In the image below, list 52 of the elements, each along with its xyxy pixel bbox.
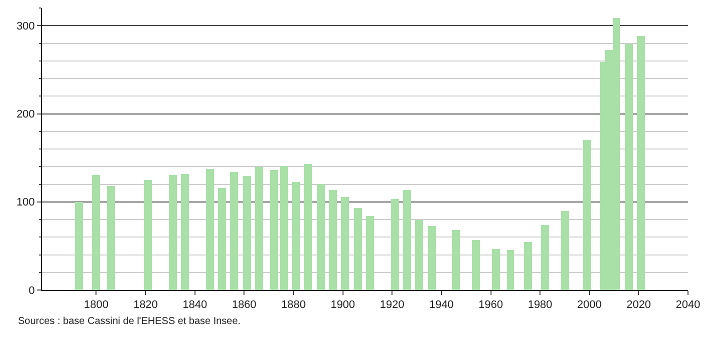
bar (75, 202, 83, 290)
source-note: Sources : base Cassini de l'EHESS et base Insee. (18, 316, 241, 327)
bar (354, 208, 362, 290)
x-tick-label: 1960 (478, 299, 503, 312)
x-tick-label: 2000 (577, 299, 602, 312)
bar (561, 211, 569, 290)
bar (391, 199, 399, 290)
y-tick-label: 200 (16, 108, 35, 121)
x-tick-label: 1920 (380, 299, 404, 312)
bar (243, 176, 251, 290)
bar (144, 180, 152, 290)
bar (492, 249, 500, 290)
bar (329, 190, 337, 290)
bar (218, 188, 226, 290)
bar (317, 184, 325, 290)
bar (92, 175, 100, 290)
bar (524, 242, 532, 290)
bar (280, 166, 288, 290)
bar (637, 36, 645, 290)
bar (452, 230, 460, 290)
bar (507, 250, 514, 290)
x-tick-label: 2020 (626, 299, 651, 312)
x-tick-label: 1900 (330, 299, 356, 312)
x-tick-label: 1820 (133, 299, 158, 312)
x-tick-label: 1980 (528, 299, 552, 312)
bar (181, 174, 189, 290)
bar (304, 164, 312, 290)
y-tick-label: 0 (28, 284, 35, 297)
bar (206, 169, 214, 290)
y-tick-label: 300 (16, 20, 35, 32)
bar (107, 186, 115, 290)
bar (366, 216, 374, 290)
bar (270, 170, 278, 290)
bar (403, 190, 411, 290)
x-tick-label: 1940 (429, 299, 454, 312)
bar (292, 182, 300, 290)
bar (428, 226, 436, 290)
y-tick-label: 100 (16, 196, 35, 209)
bar (472, 240, 480, 290)
x-tick-label: 2040 (676, 299, 700, 312)
x-tick-label: 1860 (232, 299, 256, 312)
bar (625, 44, 633, 290)
bar (415, 220, 423, 290)
bar (583, 140, 591, 290)
x-tick-label: 1800 (84, 299, 108, 312)
bar (169, 175, 177, 290)
bar (255, 167, 263, 290)
bar (230, 172, 238, 290)
bar (341, 197, 349, 290)
bar (541, 225, 549, 290)
x-tick-label: 1840 (182, 299, 208, 312)
x-tick-label: 1880 (281, 299, 306, 312)
